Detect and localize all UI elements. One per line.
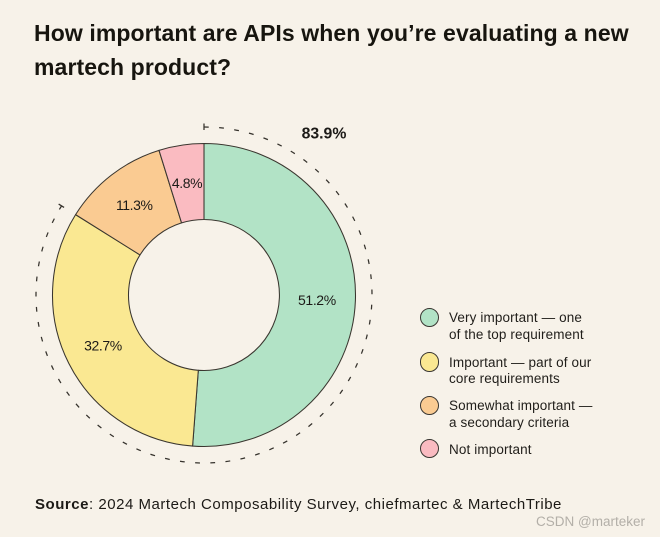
svg-text:83.9%: 83.9%	[302, 126, 347, 143]
svg-text:4.8%: 4.8%	[172, 175, 202, 191]
svg-text:32.7%: 32.7%	[84, 338, 122, 354]
svg-text:11.3%: 11.3%	[116, 197, 153, 213]
svg-text:51.2%: 51.2%	[298, 292, 336, 308]
